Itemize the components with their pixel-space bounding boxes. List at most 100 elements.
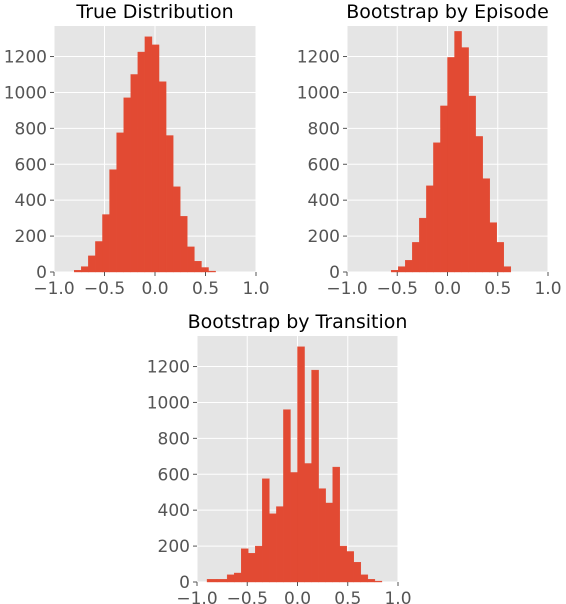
- histogram-bar: [269, 513, 277, 583]
- histogram-bar: [233, 572, 242, 583]
- histogram-bar: [194, 261, 202, 273]
- histogram-bar: [318, 488, 326, 583]
- y-tick-label: 800: [308, 119, 340, 139]
- histogram-bar: [332, 466, 340, 583]
- y-tick-label: 1200: [297, 48, 340, 68]
- histogram-bar: [304, 463, 312, 583]
- histogram-bar: [109, 169, 117, 273]
- histogram-bar: [206, 579, 218, 583]
- y-tick-label: 200: [15, 227, 47, 247]
- y-tick-label: 800: [158, 429, 190, 449]
- histogram-bar: [489, 222, 497, 273]
- x-tick-label: 0.0: [284, 589, 311, 604]
- histogram-bar: [130, 74, 139, 273]
- x-tick-label: −0.5: [84, 279, 125, 299]
- histogram-bar: [503, 266, 512, 273]
- histogram-bar: [283, 409, 291, 583]
- y-tick-label: 600: [308, 155, 340, 175]
- histogram-bar: [325, 502, 333, 583]
- chart-panel-2: Bootstrap by Episode −1.0 −0.5 0.0 0.5 1.0 0 20…: [297, 1, 562, 299]
- x-tick-label: −0.5: [377, 279, 418, 299]
- histogram-bar: [123, 97, 131, 273]
- x-tick-label: 0.0: [141, 279, 168, 299]
- histogram-bar: [290, 472, 298, 583]
- histogram-bar: [208, 270, 216, 273]
- x-tick-label: 0.0: [434, 279, 461, 299]
- histogram-bar: [241, 548, 249, 583]
- histogram-bar: [412, 242, 420, 273]
- histogram-bar: [339, 545, 347, 583]
- histogram-bar: [81, 266, 89, 273]
- histogram-bar: [248, 553, 256, 583]
- histogram-bar: [144, 36, 153, 273]
- histogram-bar: [398, 266, 406, 273]
- y-tick-label: 400: [158, 501, 190, 521]
- y-tick-label: 1000: [4, 83, 47, 103]
- histogram-bar: [426, 185, 434, 273]
- histogram-bar: [216, 579, 228, 583]
- histogram-bar: [187, 246, 195, 273]
- y-tick-label: 400: [15, 191, 47, 211]
- histogram-bar: [116, 132, 124, 273]
- histogram-bar: [482, 178, 490, 273]
- x-tick-label: 1.0: [242, 279, 269, 299]
- histogram-bar: [95, 241, 103, 273]
- x-tick-label: 0.5: [484, 279, 511, 299]
- x-tick-label: −1.0: [326, 279, 367, 299]
- histogram-bar: [311, 369, 319, 583]
- histogram-bar: [88, 255, 96, 273]
- histogram-bar: [180, 216, 188, 273]
- y-tick-label: 0: [179, 573, 190, 593]
- y-tick-label: 0: [329, 263, 340, 283]
- y-tick-label: 600: [158, 465, 190, 485]
- y-tick-label: 800: [15, 119, 47, 139]
- histogram-bar: [360, 574, 369, 583]
- histogram-bar: [255, 545, 263, 583]
- histogram-bar: [496, 242, 504, 273]
- chart-title: True Distribution: [75, 1, 233, 23]
- x-tick-label: −0.5: [227, 589, 268, 604]
- x-tick-label: 0.5: [192, 279, 219, 299]
- histogram-bar: [276, 506, 284, 583]
- histogram-bar: [419, 217, 427, 273]
- histogram-bar: [262, 478, 270, 583]
- y-tick-label: 1000: [147, 393, 190, 413]
- histogram-bar: [201, 267, 209, 273]
- y-tick-label: 600: [15, 155, 47, 175]
- x-tick-label: 1.0: [384, 589, 411, 604]
- histogram-bar: [172, 186, 181, 273]
- histogram-bar: [447, 57, 455, 273]
- histogram-bar: [158, 81, 167, 273]
- histogram-bar: [440, 105, 448, 273]
- histogram-bar: [151, 44, 160, 273]
- x-tick-label: −1.0: [176, 589, 217, 604]
- chart-panel-1: True Distribution −1.0 −0.5 0.0 0.5 1.0 0 200 40…: [4, 1, 270, 299]
- histogram-bar: [346, 551, 354, 583]
- chart-title: Bootstrap by Episode: [346, 1, 549, 23]
- histogram-bar: [374, 580, 383, 583]
- y-tick-label: 1000: [297, 83, 340, 103]
- histogram-bar: [468, 95, 476, 273]
- y-tick-label: 1200: [4, 48, 47, 68]
- y-tick-label: 400: [308, 191, 340, 211]
- x-tick-label: −1.0: [33, 279, 74, 299]
- x-tick-label: 1.0: [534, 279, 561, 299]
- y-tick-label: 1200: [147, 358, 190, 378]
- y-tick-label: 0: [36, 263, 47, 283]
- histogram-bar: [475, 136, 483, 273]
- y-tick-label: 200: [158, 537, 190, 557]
- histogram-bar: [226, 574, 235, 583]
- histogram-bar: [433, 142, 441, 273]
- histogram-bar: [165, 135, 174, 273]
- histogram-bar: [454, 31, 462, 273]
- histogram-bar: [461, 47, 469, 273]
- chart-title: Bootstrap by Transition: [188, 311, 408, 333]
- histogram-bar: [391, 270, 399, 273]
- histogram-bar: [297, 346, 305, 583]
- histogram-bar: [405, 260, 413, 273]
- y-tick-label: 200: [308, 227, 340, 247]
- histogram-bar: [353, 562, 362, 583]
- chart-panel-3: Bootstrap by Transition −1.0 −0.5 0.0 0.5 1.0…: [147, 311, 412, 604]
- histogram-bar: [73, 270, 82, 273]
